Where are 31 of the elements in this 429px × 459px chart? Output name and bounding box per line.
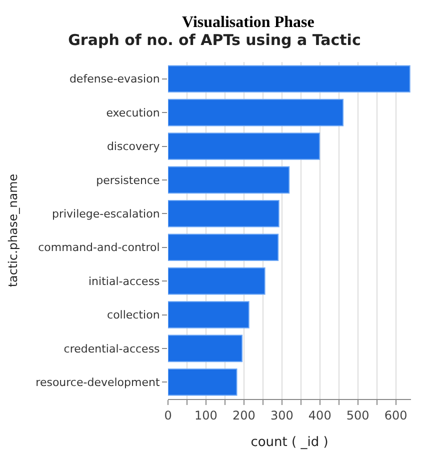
bar — [168, 166, 290, 194]
bar — [168, 234, 279, 261]
y-tick-label: initial-access — [88, 274, 160, 288]
text: Visualisation Phase — [182, 14, 314, 31]
y-axis-title: tactic.phase_name — [6, 174, 20, 288]
y-tick-label: credential-access — [64, 342, 160, 356]
y-tick-label: persistence — [96, 174, 160, 187]
y-tick-label: resource-development — [36, 376, 160, 389]
bar — [168, 132, 320, 160]
x-tick-label: 200 — [232, 408, 256, 422]
bar — [168, 267, 266, 295]
bar — [168, 368, 238, 396]
chart-title: Graph of no. of APTs using a Tactic — [68, 30, 361, 49]
bar — [168, 301, 250, 328]
bar — [168, 98, 344, 126]
y-tick-label: defense-evasion — [69, 72, 160, 86]
x-tick-label: 100 — [194, 408, 218, 422]
y-tick-label: collection — [107, 308, 160, 322]
y-tick-label: execution — [106, 106, 160, 120]
x-tick-label: 500 — [346, 408, 370, 422]
x-axis-title: count ( _id ) — [250, 435, 328, 450]
x-tick-label: 300 — [270, 408, 294, 422]
bar — [168, 200, 280, 228]
x-tick-label: 600 — [384, 408, 408, 422]
y-tick-label: command-and-control — [38, 241, 160, 254]
bar — [168, 65, 410, 92]
x-tick-label: 0 — [164, 408, 172, 422]
y-tick-label: discovery — [106, 140, 160, 154]
x-tick-label: 400 — [308, 408, 332, 422]
y-tick-label: privilege-escalation — [52, 208, 160, 220]
bar — [168, 334, 243, 362]
